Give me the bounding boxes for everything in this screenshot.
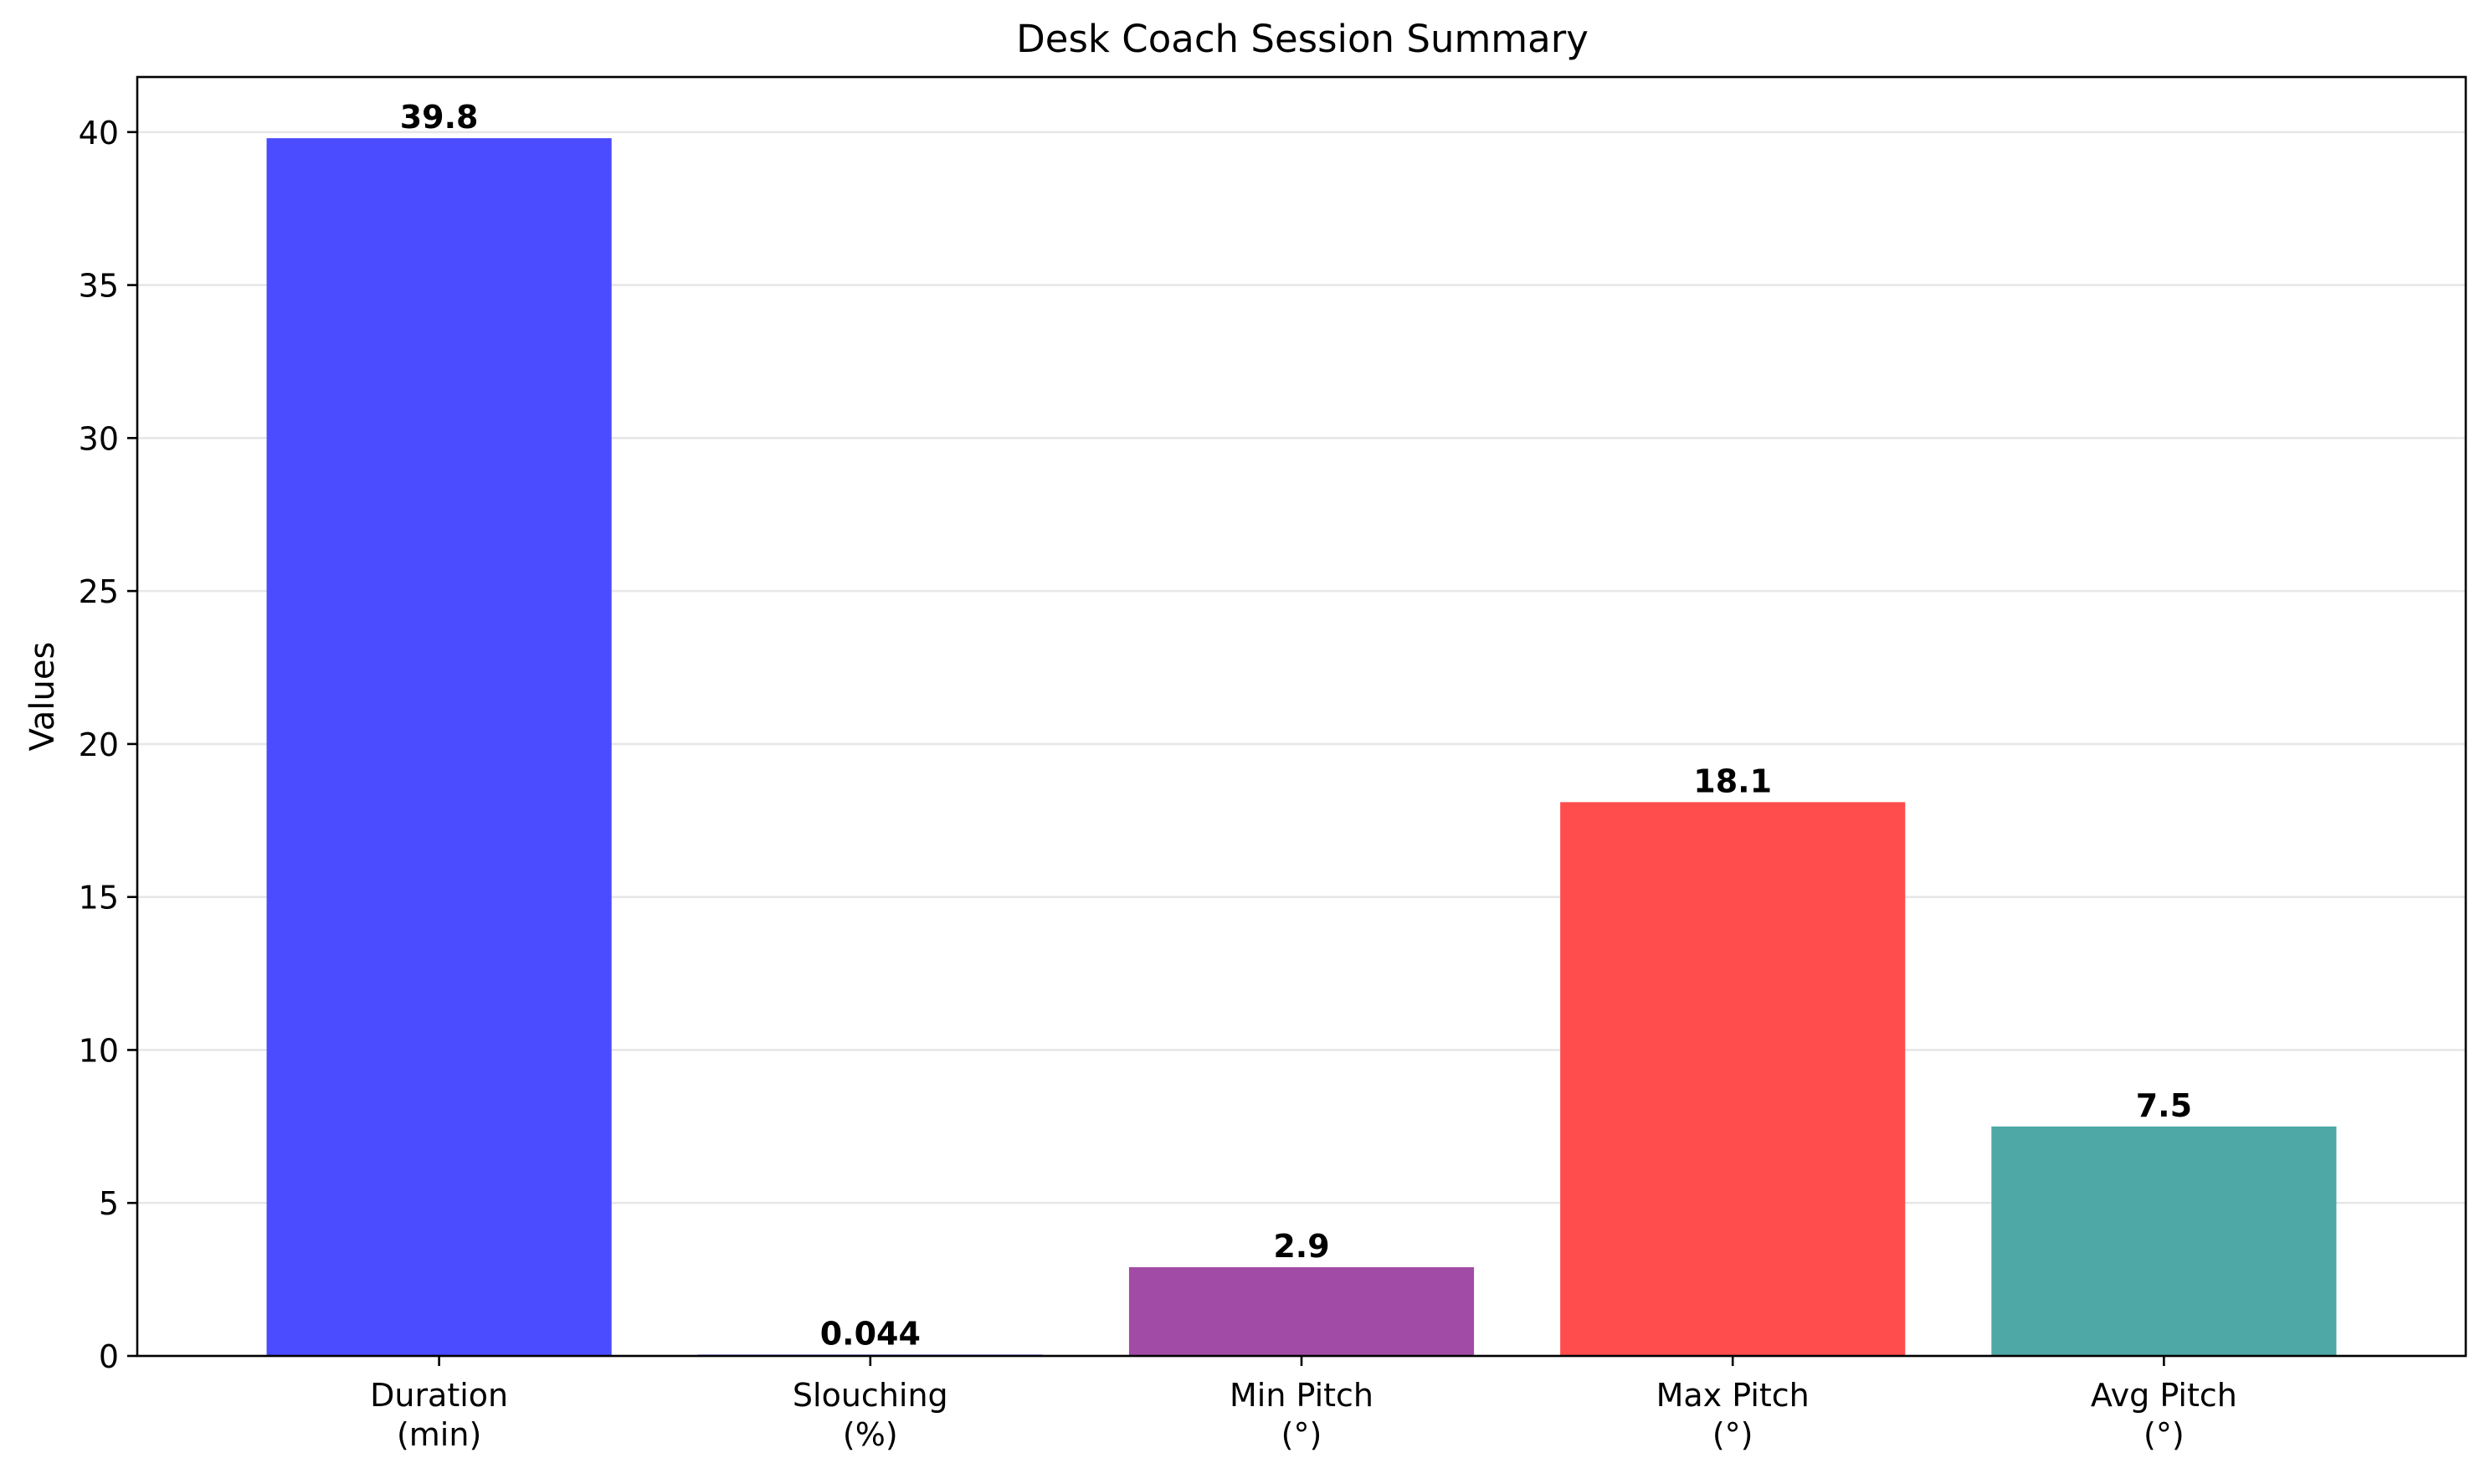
bar — [1991, 1126, 2337, 1356]
chart-title: Desk Coach Session Summary — [1016, 17, 1589, 61]
y-tick-label: 40 — [79, 115, 119, 151]
x-tick-label: (°) — [1712, 1416, 1753, 1453]
y-axis-ticks: 0 5 10 15 20 25 30 35 40 — [79, 115, 137, 1375]
x-tick-label: (%) — [843, 1416, 898, 1453]
y-tick-label: 15 — [79, 880, 119, 917]
x-tick-label: Avg Pitch — [2091, 1377, 2237, 1414]
y-axis-label: Values — [23, 642, 62, 752]
y-tick-label: 30 — [79, 420, 119, 457]
x-tick-label: (°) — [2144, 1416, 2185, 1453]
bar — [266, 138, 612, 1356]
bar — [1128, 1266, 1475, 1356]
y-tick-label: 5 — [99, 1185, 119, 1222]
y-tick-label: 0 — [99, 1338, 119, 1375]
x-tick-label: (min) — [397, 1416, 481, 1453]
x-tick-label: Max Pitch — [1656, 1377, 1810, 1414]
bar-value-label: 18.1 — [1693, 763, 1772, 799]
bar — [1560, 802, 1906, 1356]
x-tick-label: Slouching — [793, 1377, 948, 1414]
bar-value-label: 2.9 — [1273, 1228, 1329, 1265]
x-tick-label: Duration — [370, 1377, 508, 1414]
y-tick-label: 10 — [79, 1032, 119, 1069]
y-tick-label: 35 — [79, 268, 119, 305]
x-tick-label: (°) — [1281, 1416, 1322, 1453]
bar-value-label: 0.044 — [820, 1315, 921, 1352]
x-tick-label: Min Pitch — [1230, 1377, 1373, 1414]
bar-value-label: 39.8 — [400, 99, 479, 136]
y-tick-label: 25 — [79, 573, 119, 610]
bar-value-labels: 39.8 0.044 2.9 18.1 7.5 — [400, 99, 2192, 1352]
bars — [266, 138, 2337, 1356]
y-tick-label: 20 — [79, 727, 119, 763]
x-axis-ticks: Duration(min)Slouching(%)Min Pitch(°)Max… — [370, 1356, 2237, 1453]
bar-value-label: 7.5 — [2136, 1087, 2192, 1124]
